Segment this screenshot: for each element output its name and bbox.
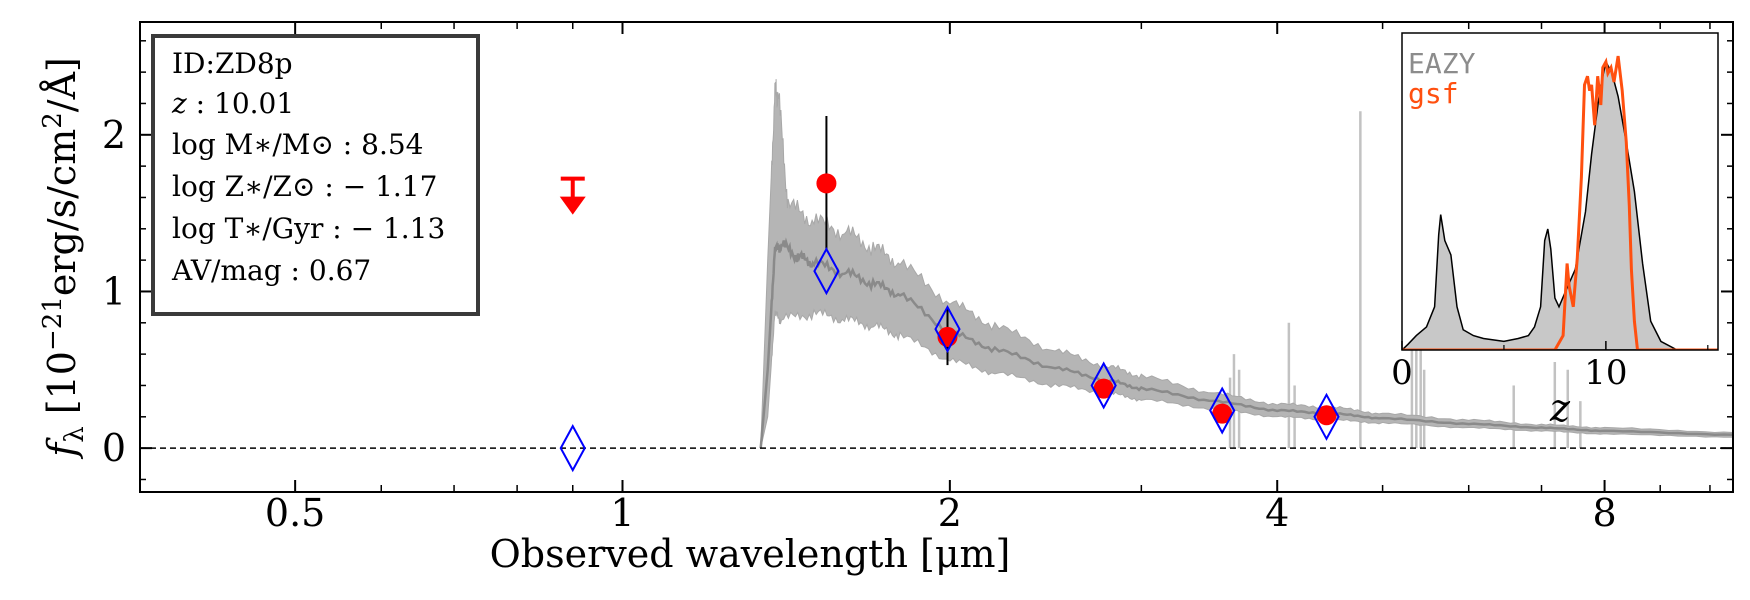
upper-limit-arrow: [559, 196, 586, 215]
y-tick-label: 1: [102, 269, 126, 313]
y-tick-label: 2: [102, 113, 126, 157]
infobox-line-age: log T∗/Gyr : − 1.13: [172, 212, 445, 245]
inset-legend-eazy: EAZY: [1408, 47, 1476, 80]
x-tick-label: 4: [1265, 491, 1289, 535]
gsf-pdf-line: [1402, 55, 1718, 350]
model-uncertainty-band: [760, 79, 1733, 449]
inset-x-ticks: 0 10: [1391, 341, 1709, 393]
model-flux-diamond: [1313, 392, 1340, 441]
infobox-line-id: ID:ZD8p: [172, 47, 293, 80]
infobox-line-mass: log M∗/M⊙ : 8.54: [172, 128, 423, 161]
model-spectrum-line: [759, 237, 1733, 449]
observed-flux-point: [1212, 403, 1233, 424]
x-axis-ticks: 0.5 1 2 4 8: [265, 22, 1711, 535]
main-frame: [139, 21, 1734, 493]
infobox-frame: [151, 34, 480, 316]
y-label-end: /Å]: [40, 57, 84, 112]
y-label-exp: −21: [38, 296, 68, 351]
y-label-units: erg/s/cm: [40, 129, 84, 296]
main-axes: 0.5 1 2 4 8 0 1 2: [102, 21, 1734, 535]
model-flux-diamond: [1209, 386, 1236, 435]
x-axis-label: Observed wavelength [μm]: [490, 532, 1011, 576]
model-flux-diamond: [934, 304, 961, 354]
observed-flux-point: [1316, 405, 1337, 426]
observed-flux-point: [816, 173, 837, 194]
infobox-line-dust: AV/mag : 0.67: [171, 254, 371, 287]
main-plot-layer: [140, 40, 1733, 449]
y-axis-label: fλ [10−21erg/s/cm2/Å]: [38, 57, 90, 460]
y-label-sq: 2: [38, 112, 68, 129]
model-flux-diamond: [559, 424, 586, 473]
x-tick-label: 8: [1592, 491, 1616, 535]
data-points: [559, 116, 1340, 473]
x-tick-label: 0.5: [265, 491, 325, 535]
eazy-pdf-area: [1402, 59, 1718, 350]
x-tick-label: 2: [938, 491, 962, 535]
y-tick-label: 0: [102, 426, 126, 470]
infobox-line-metallicity: log Z∗/Z⊙ : − 1.17: [172, 170, 437, 203]
y-label-sub: λ: [60, 426, 90, 442]
x-tick-label: 1: [610, 491, 634, 535]
observed-flux-point: [1093, 378, 1114, 399]
inset-x-tick-label: 0: [1391, 353, 1413, 393]
model-flux-diamond: [1090, 361, 1117, 410]
inset-frame: [1401, 32, 1719, 351]
infobox-line-redshift: z : 10.01: [171, 87, 294, 120]
inset-legend-gsf: gsf: [1408, 77, 1459, 110]
inset-x-tick-label: 10: [1584, 353, 1627, 393]
parameter-infobox: ID:ZD8p z : 10.01 log M∗/M⊙ : 8.54 log Z…: [151, 34, 480, 316]
model-flux-diamond: [813, 247, 840, 296]
redshift-pdf-inset: 0 10 EAZY gsf z: [1391, 32, 1719, 430]
y-axis-ticks: 0 1 2: [102, 40, 1733, 481]
y-label-open: [10: [40, 351, 84, 426]
inset-x-label: z: [1549, 386, 1571, 430]
